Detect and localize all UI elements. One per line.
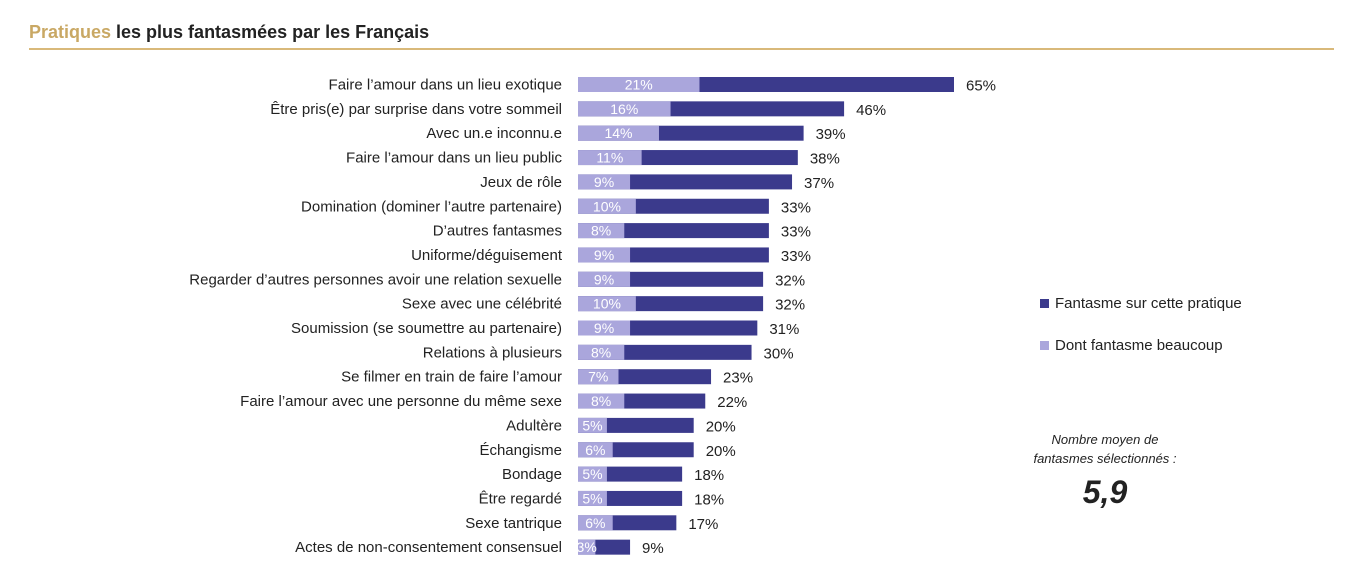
data-label-total: 65% [966, 78, 996, 95]
category-label: Soumission (se soumettre au partenaire) [291, 320, 562, 337]
bar-strong [578, 150, 642, 166]
data-label-strong: 16% [610, 101, 638, 117]
category-label: Sexe tantrique [465, 515, 562, 532]
bar-strong [578, 515, 613, 531]
data-label-strong: 5% [582, 490, 602, 506]
data-label-strong: 6% [585, 442, 605, 458]
bar-strong [578, 296, 636, 312]
data-label-strong: 5% [582, 417, 602, 433]
legend-item-strong: Dont fantasme beaucoup [1040, 335, 1242, 355]
data-label-strong: 7% [588, 369, 608, 385]
category-label: Avec un.e inconnu.e [426, 125, 562, 142]
category-label: Sexe avec une célébrité [402, 296, 562, 313]
bar-strong [578, 125, 659, 141]
category-label: Jeux de rôle [480, 174, 562, 191]
average-value: 5,9 [1082, 474, 1128, 510]
data-label-strong: 6% [585, 515, 605, 531]
data-label-total: 22% [717, 394, 747, 411]
chart-title-rest: les plus fantasmées par les Français [111, 22, 430, 42]
category-label: Domination (dominer l’autre partenaire) [301, 198, 562, 215]
legend: Fantasme sur cette pratique Dont fantasm… [1040, 293, 1242, 377]
data-label-total: 32% [775, 297, 805, 314]
bar-strong [578, 101, 671, 117]
data-label-total: 17% [688, 516, 718, 533]
data-label-strong: 14% [604, 125, 632, 141]
bar-strong [578, 442, 613, 458]
data-label-strong: 8% [591, 393, 611, 409]
bar-total [578, 223, 769, 239]
data-label-total: 18% [694, 491, 724, 508]
bar-strong [578, 77, 700, 92]
bar-strong [578, 369, 619, 385]
data-label-strong: 9% [594, 320, 614, 336]
legend-swatch-total [1040, 298, 1049, 308]
category-label: Échangisme [479, 442, 562, 459]
data-label-total: 37% [804, 175, 834, 192]
data-label-strong: 10% [593, 296, 621, 312]
legend-label-total: Fantasme sur cette pratique [1055, 294, 1242, 312]
bar-strong [578, 344, 625, 360]
average-label: Nombre moyen de fantasmes sélectionnés : [1033, 432, 1177, 466]
average-summary: Nombre moyen de fantasmes sélectionnés :… [1005, 430, 1205, 511]
category-label: Être pris(e) par surprise dans votre som… [270, 101, 562, 118]
chart-title-accent: Pratiques [29, 22, 112, 42]
data-label-total: 23% [723, 370, 753, 387]
bar-strong [578, 466, 607, 482]
data-label-strong: 21% [625, 77, 653, 93]
data-label-total: 20% [706, 443, 736, 460]
category-label: D’autres fantasmes [433, 223, 562, 240]
bar-strong [578, 174, 631, 190]
data-label-total: 9% [642, 540, 664, 557]
data-label-total: 38% [810, 151, 840, 168]
bar-strong [578, 539, 596, 555]
data-label-strong: 5% [582, 466, 602, 482]
category-label: Faire l’amour dans un lieu public [346, 150, 562, 167]
category-label: Relations à plusieurs [423, 344, 562, 361]
legend-label-strong: Dont fantasme beaucoup [1055, 336, 1223, 354]
category-label: Se filmer en train de faire l’amour [341, 369, 562, 386]
data-label-total: 32% [775, 272, 805, 289]
category-label: Bondage [502, 466, 562, 483]
data-label-total: 31% [769, 321, 799, 338]
legend-item-total: Fantasme sur cette pratique [1040, 293, 1242, 313]
bar-strong [578, 247, 631, 263]
data-label-strong: 8% [591, 344, 611, 360]
data-label-strong: 9% [594, 271, 614, 287]
data-label-strong: 9% [594, 247, 614, 263]
bar-strong [578, 198, 636, 214]
data-label-total: 46% [856, 102, 886, 119]
bar-strong [578, 271, 631, 287]
bar-chart: Faire l’amour dans un lieu exotique 21% 65… [189, 77, 996, 558]
data-label-total: 30% [764, 345, 794, 362]
category-label: Faire l’amour dans un lieu exotique [329, 77, 562, 94]
data-label-total: 18% [694, 467, 724, 484]
data-label-strong: 3% [577, 539, 597, 555]
bar-strong [578, 417, 607, 433]
data-label-strong: 8% [591, 223, 611, 239]
chart-title: Pratiques les plus fantasmées par les Fr… [29, 22, 429, 43]
category-label: Uniforme/déguisement [411, 247, 563, 264]
category-label: Adultère [506, 417, 562, 434]
title-divider [29, 48, 1334, 50]
data-label-total: 39% [816, 126, 846, 143]
bar-strong [578, 393, 625, 409]
bar-strong [578, 223, 625, 239]
data-label-strong: 11% [596, 150, 623, 166]
data-label-strong: 9% [594, 174, 614, 190]
category-label: Regarder d’autres personnes avoir une re… [189, 271, 562, 288]
data-label-total: 20% [706, 418, 736, 435]
bar-strong [578, 490, 607, 506]
data-label-total: 33% [781, 224, 811, 241]
bar-total [578, 174, 793, 190]
data-label-total: 33% [781, 248, 811, 265]
category-label: Être regardé [479, 490, 562, 507]
category-label: Actes de non-consentement consensuel [295, 539, 562, 556]
data-label-strong: 10% [593, 198, 621, 214]
legend-swatch-strong [1040, 340, 1049, 350]
data-label-total: 33% [781, 199, 811, 216]
category-label: Faire l’amour avec une personne du même … [240, 393, 562, 410]
bar-strong [578, 320, 631, 336]
